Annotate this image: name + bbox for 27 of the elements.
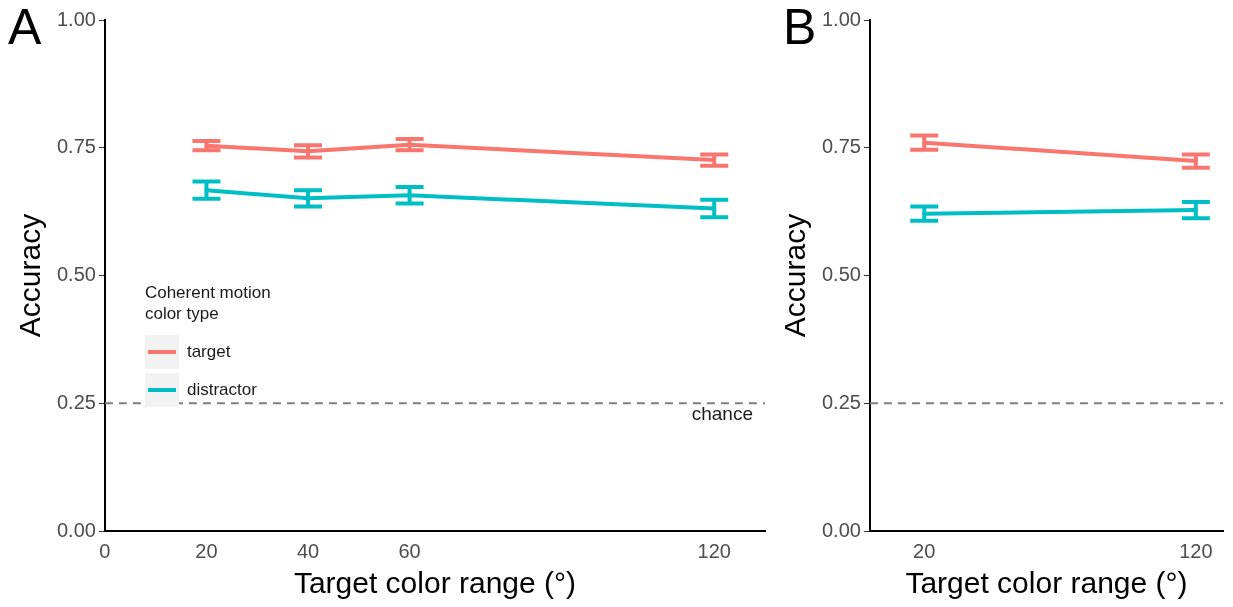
legend-label: target xyxy=(186,341,231,362)
y-tick-label: 0.50 xyxy=(56,263,96,286)
x-tick-label: 20 xyxy=(195,539,218,562)
text: A xyxy=(8,0,42,55)
legend-label: distractor xyxy=(186,379,257,400)
y-tick-label: 0.75 xyxy=(56,135,96,158)
y-tick-label: 0.00 xyxy=(821,518,861,541)
y-tick-label: 0.25 xyxy=(56,390,96,413)
y-tick-label: 1.00 xyxy=(56,7,96,30)
x-axis-title: Target color range (°) xyxy=(905,566,1188,600)
y-tick-label: 0.25 xyxy=(821,390,861,413)
x-tick-label: 120 xyxy=(697,539,731,562)
x-tick-label: 60 xyxy=(398,539,421,562)
y-axis-title: Accuracy xyxy=(778,213,812,338)
x-tick-label: 20 xyxy=(913,539,936,562)
y-tick-label: 1.00 xyxy=(821,7,861,30)
y-tick-label: 0.00 xyxy=(56,518,96,541)
x-tick-label: 0 xyxy=(99,539,111,562)
y-axis-title: Accuracy xyxy=(13,213,47,338)
x-tick-label: 40 xyxy=(296,539,320,562)
ref-line-label: chance xyxy=(691,402,753,424)
legend-title: Coherent motion color type xyxy=(144,282,271,325)
x-tick-label: 120 xyxy=(1179,539,1213,562)
x-axis-title: Target color range (°) xyxy=(293,566,577,600)
y-tick-label: 0.75 xyxy=(821,135,861,158)
text: B xyxy=(783,0,817,55)
y-tick-label: 0.50 xyxy=(821,263,861,286)
